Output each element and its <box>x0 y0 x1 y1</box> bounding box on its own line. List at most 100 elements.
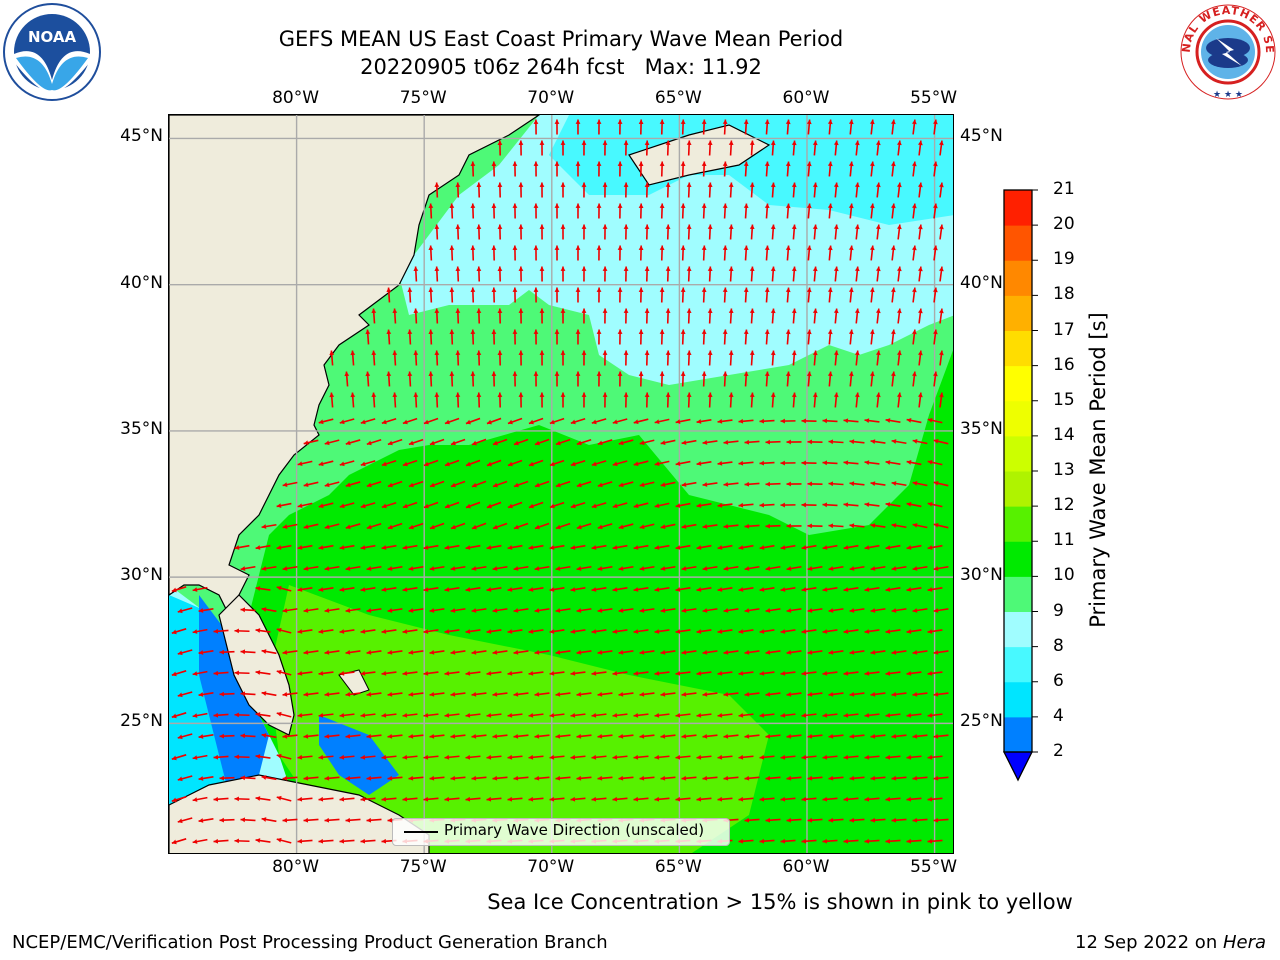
wave-arrow-head <box>780 502 785 508</box>
wave-arrow-head <box>513 482 519 488</box>
wave-arrow-head <box>497 266 503 271</box>
wave-arrow-head <box>570 461 576 467</box>
wave-arrow-head <box>303 692 309 697</box>
colorbar-tick-label-5: 16 <box>1053 354 1075 375</box>
wave-arrow-head <box>345 817 351 823</box>
wave-arrow-head <box>575 329 581 334</box>
colorbar <box>1002 189 1038 782</box>
wave-arrow-head <box>659 371 665 376</box>
wave-arrow-head <box>744 523 750 529</box>
wave-arrow-head <box>743 161 749 167</box>
wave-arrow-head <box>680 203 686 208</box>
wave-arrow-head <box>591 461 597 467</box>
wave-arrow-head <box>702 482 708 487</box>
wave-arrow-head <box>381 712 387 718</box>
wave-arrow-head <box>660 733 666 739</box>
wave-arrow-head <box>869 245 875 251</box>
wave-arrow-head <box>702 608 708 613</box>
wave-arrow-head <box>659 203 665 208</box>
wave-arrow-head <box>633 671 639 676</box>
wave-arrow-head <box>434 266 440 272</box>
wave-arrow-head <box>933 438 939 444</box>
wave-arrow-head <box>329 392 335 398</box>
wave-arrow-head <box>282 733 288 739</box>
lat-tick-left-2: 35°N <box>120 418 163 439</box>
legend-label: Primary Wave Direction (unscaled) <box>444 821 705 839</box>
wave-arrow-head <box>339 419 345 425</box>
wave-arrow-head <box>686 140 692 145</box>
wave-arrow-head <box>633 629 639 634</box>
wave-arrow-head <box>192 839 198 844</box>
wave-arrow-head <box>219 775 224 781</box>
wave-arrow-head <box>513 440 519 446</box>
wave-arrow-head <box>318 671 324 676</box>
wave-arrow-head <box>576 482 582 488</box>
wave-arrow-head <box>801 629 807 634</box>
wave-arrow-head <box>890 287 896 293</box>
period-band-7s <box>549 115 953 225</box>
wave-arrow-head <box>282 524 288 529</box>
wave-arrow-head <box>770 182 776 188</box>
wave-arrow-head <box>596 287 602 292</box>
wave-arrow-head <box>192 797 198 802</box>
wave-arrow-head <box>638 203 644 208</box>
wave-arrow-head <box>371 308 377 314</box>
wave-arrow-head <box>276 837 282 843</box>
wave-arrow-head <box>843 671 849 676</box>
wave-arrow-head <box>618 775 624 781</box>
wave-arrow-head <box>497 224 503 229</box>
wave-arrow-head <box>528 754 534 760</box>
wave-arrow-head <box>381 503 387 509</box>
lat-tick-left-3: 30°N <box>120 565 163 586</box>
wave-arrow-head <box>429 692 435 697</box>
wave-arrow-head <box>807 817 813 823</box>
wave-arrow-head <box>875 392 881 398</box>
wave-arrow-head <box>875 350 881 356</box>
wave-arrow-head <box>822 545 828 550</box>
wave-arrow-head <box>575 161 581 166</box>
wave-arrow-head <box>875 224 881 230</box>
wave-arrow-head <box>791 308 797 314</box>
wave-arrow-head <box>450 608 456 613</box>
wave-arrow-head <box>911 371 917 377</box>
wave-arrow-head <box>534 608 540 613</box>
wave-arrow-head <box>192 587 198 592</box>
wave-arrow-head <box>681 482 687 487</box>
wave-arrow-head <box>801 796 807 802</box>
wave-arrow-head <box>549 419 555 425</box>
wave-arrow-head <box>303 566 309 571</box>
wave-arrow-head <box>854 140 860 146</box>
wave-arrow-head <box>554 371 560 376</box>
wave-arrow-head <box>738 754 744 760</box>
wave-arrow-head <box>738 502 744 508</box>
wave-arrow-head <box>680 161 686 166</box>
wave-arrow-head <box>786 439 791 445</box>
wave-arrow-head <box>444 671 450 676</box>
wave-arrow-head <box>234 754 239 760</box>
wave-arrow-head <box>408 608 414 613</box>
wave-arrow-head <box>345 566 351 571</box>
lon-tick-bottom-5: 55°W <box>910 857 958 877</box>
wave-arrow-head <box>875 140 881 146</box>
wave-arrow-head <box>911 245 917 251</box>
wave-arrow-head <box>597 482 603 488</box>
wave-arrow-head <box>896 140 902 146</box>
footer-date: 12 Sep 2022 on Hera <box>1075 932 1266 953</box>
lon-tick-top-5: 55°W <box>910 88 958 108</box>
wave-arrow-head <box>912 481 918 486</box>
wave-arrow-head <box>261 733 267 738</box>
wave-arrow-head <box>854 224 860 230</box>
wave-arrow-head <box>828 817 834 823</box>
wave-arrow-head <box>387 775 393 781</box>
wave-arrow-head <box>864 671 870 676</box>
wave-arrow-head <box>869 371 875 377</box>
wave-arrow-head <box>576 775 582 781</box>
wave-arrow-head <box>428 245 434 251</box>
wave-arrow-head <box>392 350 398 356</box>
wave-arrow-head <box>885 838 891 844</box>
wave-arrow-head <box>654 754 660 760</box>
wave-arrow-head <box>801 418 806 424</box>
wave-arrow-head <box>345 775 351 781</box>
wave-arrow-head <box>680 119 686 124</box>
wave-arrow-head <box>827 119 833 125</box>
